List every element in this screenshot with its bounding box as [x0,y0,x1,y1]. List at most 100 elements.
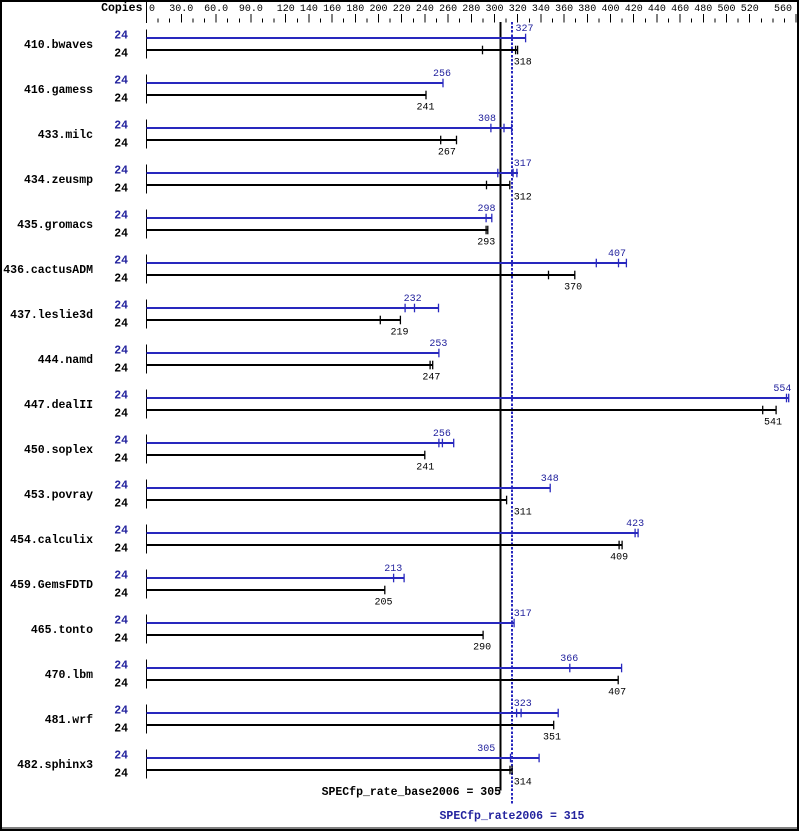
svg-text:SPECfp_rate_base2006 = 305: SPECfp_rate_base2006 = 305 [322,786,502,799]
svg-text:30.0: 30.0 [169,4,193,15]
svg-text:0: 0 [149,4,155,15]
svg-text:24: 24 [114,678,128,691]
svg-text:205: 205 [374,598,392,609]
svg-text:311: 311 [514,508,532,519]
svg-text:444.namd: 444.namd [38,354,93,367]
svg-text:470.lbm: 470.lbm [45,669,93,682]
svg-text:410.bwaves: 410.bwaves [24,39,93,52]
svg-text:256: 256 [433,69,451,80]
svg-text:24: 24 [114,210,128,223]
svg-text:24: 24 [114,435,128,448]
svg-text:308: 308 [478,114,496,125]
svg-text:440: 440 [648,4,666,15]
svg-text:409: 409 [610,553,628,564]
svg-text:459.GemsFDTD: 459.GemsFDTD [10,579,93,592]
svg-text:240: 240 [416,4,434,15]
svg-text:314: 314 [514,778,532,789]
svg-text:219: 219 [390,328,408,339]
svg-text:500: 500 [717,4,735,15]
svg-text:360: 360 [555,4,573,15]
svg-text:24: 24 [114,30,128,43]
svg-text:24: 24 [114,48,128,61]
svg-text:24: 24 [114,255,128,268]
svg-text:267: 267 [438,148,456,159]
svg-text:24: 24 [114,183,128,196]
svg-text:253: 253 [429,339,447,350]
svg-text:24: 24 [114,750,128,763]
svg-text:298: 298 [477,204,495,215]
svg-text:24: 24 [114,588,128,601]
svg-text:24: 24 [114,120,128,133]
svg-text:24: 24 [114,768,128,781]
svg-text:24: 24 [114,138,128,151]
svg-text:520: 520 [741,4,759,15]
svg-text:318: 318 [514,58,532,69]
svg-text:407: 407 [608,688,626,699]
svg-text:481.wrf: 481.wrf [45,714,93,727]
svg-text:220: 220 [393,4,411,15]
svg-text:317: 317 [514,159,532,170]
svg-text:554: 554 [773,384,791,395]
svg-text:90.0: 90.0 [239,4,263,15]
svg-text:305: 305 [477,744,495,755]
svg-text:160: 160 [323,4,341,15]
svg-text:480: 480 [694,4,712,15]
svg-text:434.zeusmp: 434.zeusmp [24,174,93,187]
svg-text:366: 366 [560,654,578,665]
svg-text:433.milc: 433.milc [38,129,93,142]
svg-text:24: 24 [114,165,128,178]
svg-text:380: 380 [578,4,596,15]
svg-text:24: 24 [114,228,128,241]
svg-text:327: 327 [515,24,533,35]
svg-text:447.dealII: 447.dealII [24,399,93,412]
svg-text:24: 24 [114,480,128,493]
svg-text:24: 24 [114,75,128,88]
svg-text:247: 247 [422,373,440,384]
svg-text:453.povray: 453.povray [24,489,93,502]
svg-text:280: 280 [462,4,480,15]
svg-text:180: 180 [346,4,364,15]
svg-text:400: 400 [601,4,619,15]
svg-text:Copies: Copies [101,2,143,15]
svg-text:24: 24 [114,543,128,556]
svg-text:482.sphinx3: 482.sphinx3 [17,759,93,772]
svg-text:351: 351 [543,733,561,744]
svg-text:300: 300 [485,4,503,15]
svg-text:60.0: 60.0 [204,4,228,15]
svg-text:407: 407 [608,249,626,260]
svg-text:290: 290 [473,643,491,654]
svg-text:24: 24 [114,525,128,538]
svg-text:24: 24 [114,498,128,511]
svg-text:437.leslie3d: 437.leslie3d [10,309,93,322]
svg-text:370: 370 [564,283,582,294]
svg-text:454.calculix: 454.calculix [10,534,93,547]
svg-text:24: 24 [114,318,128,331]
svg-text:320: 320 [509,4,527,15]
svg-text:416.gamess: 416.gamess [24,84,93,97]
svg-text:24: 24 [114,273,128,286]
svg-text:348: 348 [541,474,559,485]
svg-text:541: 541 [764,418,782,429]
svg-text:200: 200 [369,4,387,15]
svg-text:312: 312 [514,193,532,204]
svg-text:241: 241 [416,463,434,474]
svg-text:241: 241 [416,103,434,114]
svg-text:24: 24 [114,93,128,106]
svg-text:24: 24 [114,390,128,403]
svg-text:213: 213 [384,564,402,575]
svg-text:24: 24 [114,363,128,376]
svg-text:24: 24 [114,705,128,718]
svg-text:460: 460 [671,4,689,15]
svg-text:120: 120 [277,4,295,15]
svg-text:435.gromacs: 435.gromacs [17,219,93,232]
svg-text:436.cactusADM: 436.cactusADM [3,264,93,277]
svg-text:560: 560 [774,4,792,15]
svg-text:24: 24 [114,345,128,358]
svg-text:293: 293 [477,238,495,249]
svg-text:420: 420 [625,4,643,15]
svg-text:232: 232 [404,294,422,305]
svg-text:24: 24 [114,723,128,736]
svg-text:140: 140 [300,4,318,15]
svg-text:24: 24 [114,633,128,646]
svg-text:24: 24 [114,453,128,466]
